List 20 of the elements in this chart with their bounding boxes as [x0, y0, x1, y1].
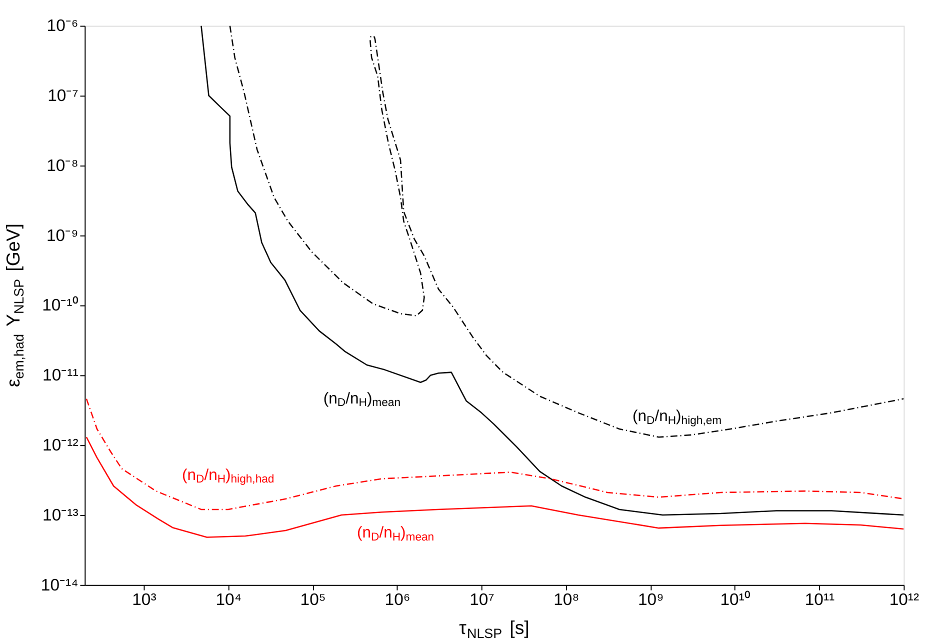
- y-tick-label: 10⁻¹⁰: [42, 296, 78, 315]
- y-tick-label: 10⁻¹²: [42, 436, 79, 455]
- x-tick-label: 10⁶: [384, 590, 410, 610]
- y-tick-label: 10⁻⁹: [46, 226, 78, 245]
- x-tick-label: 10⁵: [300, 590, 326, 610]
- y-tick-label: 10⁻¹³: [42, 505, 79, 524]
- y-tick-label: 10⁻¹¹: [42, 366, 79, 385]
- y-tick-label: 10⁻⁷: [48, 86, 78, 106]
- x-tick-label: 10⁸: [554, 590, 580, 610]
- y-axis-title: εem,had YNLSP [GeV]: [2, 224, 26, 388]
- y-tick-label: 10⁻¹⁴: [40, 575, 78, 594]
- x-tick-label: 10³: [132, 590, 157, 610]
- x-tick-label: 10¹⁰: [720, 590, 750, 610]
- y-tick-label: 10⁻⁸: [46, 156, 78, 175]
- x-tick-label: 10¹²: [889, 590, 920, 610]
- x-tick-label: 10¹¹: [804, 590, 836, 610]
- x-tick-label: 10⁹: [638, 590, 664, 610]
- y-tick-label: 10⁻⁶: [46, 16, 78, 36]
- x-tick-label: 10⁷: [470, 590, 494, 610]
- x-tick-label: 10⁴: [216, 590, 242, 610]
